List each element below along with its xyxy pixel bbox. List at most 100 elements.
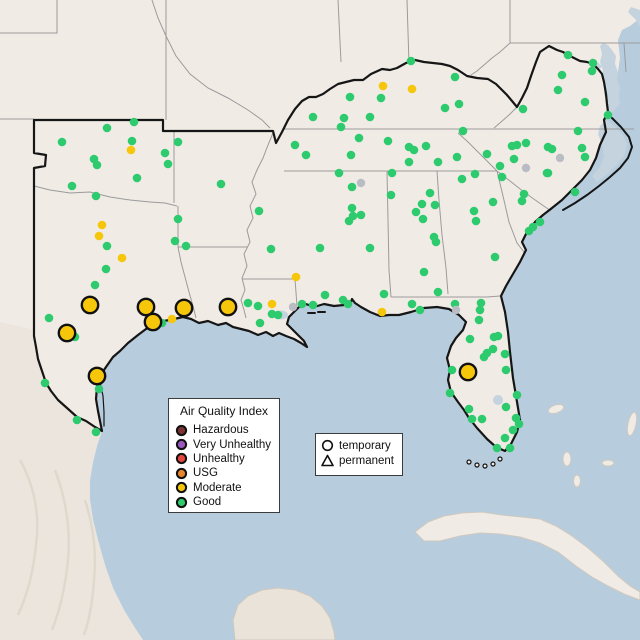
station-marker-good bbox=[467, 414, 477, 424]
station-marker-moderate-temporary bbox=[80, 295, 100, 315]
station-marker-good bbox=[57, 137, 67, 147]
hazardous-swatch-icon bbox=[175, 424, 188, 436]
station-markers-layer bbox=[40, 50, 613, 453]
permanent-triangle-icon bbox=[321, 454, 334, 467]
station-marker-good bbox=[474, 315, 484, 325]
station-marker-good bbox=[320, 290, 330, 300]
station-marker-good bbox=[72, 415, 82, 425]
station-marker-good bbox=[465, 334, 475, 344]
station-marker-good bbox=[603, 110, 613, 120]
station-marker-moderate-temporary bbox=[174, 298, 194, 318]
station-marker-good bbox=[469, 206, 479, 216]
station-marker-good bbox=[521, 138, 531, 148]
station-marker-good bbox=[365, 243, 375, 253]
station-marker-good bbox=[553, 85, 563, 95]
station-marker-moderate bbox=[167, 314, 177, 324]
station-marker-good bbox=[418, 214, 428, 224]
station-marker-no-data bbox=[451, 305, 461, 315]
aqi-legend: Air Quality Index Hazardous Very Unhealt… bbox=[168, 398, 280, 513]
station-marker-good bbox=[476, 298, 486, 308]
station-marker-good bbox=[347, 182, 357, 192]
station-marker-good bbox=[354, 133, 364, 143]
station-marker-good bbox=[509, 154, 519, 164]
station-marker-good bbox=[243, 298, 253, 308]
station-marker-good bbox=[580, 152, 590, 162]
station-marker-good bbox=[501, 365, 511, 375]
station-marker-good bbox=[94, 384, 104, 394]
station-marker-good bbox=[253, 301, 263, 311]
station-marker-good bbox=[409, 145, 419, 155]
very-unhealthy-swatch-icon bbox=[175, 438, 188, 451]
station-marker-good bbox=[102, 123, 112, 133]
aqi-legend-item-very-unhealthy: Very Unhealthy bbox=[175, 437, 273, 451]
station-marker-good bbox=[588, 58, 598, 68]
station-marker-good bbox=[347, 203, 357, 213]
aqi-legend-title: Air Quality Index bbox=[179, 404, 269, 418]
station-marker-good bbox=[129, 117, 139, 127]
station-marker-good bbox=[519, 189, 529, 199]
station-marker-good bbox=[514, 419, 524, 429]
station-marker-good bbox=[433, 157, 443, 167]
station-marker-moderate-temporary bbox=[87, 366, 107, 386]
aqi-legend-item-good: Good bbox=[175, 495, 273, 509]
station-marker-moderate-temporary bbox=[136, 297, 156, 317]
station-marker-good bbox=[464, 404, 474, 414]
station-marker-good bbox=[163, 159, 173, 169]
station-marker-good bbox=[450, 72, 460, 82]
mexico-terrain bbox=[0, 322, 143, 640]
aqi-legend-label: Hazardous bbox=[193, 424, 249, 437]
station-marker-good bbox=[454, 99, 464, 109]
station-marker-good bbox=[415, 305, 425, 315]
station-marker-good bbox=[411, 207, 421, 217]
aqi-legend-item-hazardous: Hazardous bbox=[175, 423, 273, 437]
temporary-circle-icon bbox=[321, 439, 334, 452]
station-marker-good bbox=[160, 148, 170, 158]
station-marker-good bbox=[92, 160, 102, 170]
station-marker-good bbox=[445, 388, 455, 398]
aqi-legend-item-unhealthy: Unhealthy bbox=[175, 452, 273, 466]
station-marker-good bbox=[482, 149, 492, 159]
station-marker-good bbox=[102, 241, 112, 251]
station-marker-good bbox=[535, 217, 545, 227]
station-marker-good bbox=[512, 390, 522, 400]
station-marker-good bbox=[425, 188, 435, 198]
station-marker-good bbox=[457, 174, 467, 184]
station-marker-good bbox=[181, 241, 191, 251]
aqi-legend-label: Very Unhealthy bbox=[193, 438, 271, 451]
station-marker-good bbox=[297, 299, 307, 309]
station-marker-good bbox=[170, 236, 180, 246]
cuba-island bbox=[414, 511, 640, 601]
aqi-legend-label: Moderate bbox=[193, 481, 242, 494]
station-marker-no-data bbox=[288, 302, 298, 312]
station-marker-good bbox=[273, 310, 283, 320]
station-marker-good bbox=[308, 112, 318, 122]
usg-swatch-icon bbox=[175, 467, 188, 479]
station-marker-good bbox=[44, 313, 54, 323]
station-marker-good bbox=[433, 287, 443, 297]
station-marker-good bbox=[387, 168, 397, 178]
station-marker-good bbox=[500, 349, 510, 359]
station-marker-moderate bbox=[267, 299, 277, 309]
station-marker-good bbox=[365, 112, 375, 122]
station-marker-good bbox=[452, 152, 462, 162]
station-marker-good bbox=[67, 181, 77, 191]
station-marker-good bbox=[315, 243, 325, 253]
station-marker-good bbox=[440, 103, 450, 113]
station-marker-moderate bbox=[126, 145, 136, 155]
station-marker-good bbox=[587, 66, 597, 76]
station-marker-good bbox=[547, 144, 557, 154]
station-marker-good bbox=[254, 206, 264, 216]
station-marker-good bbox=[404, 157, 414, 167]
station-marker-good bbox=[488, 344, 498, 354]
station-marker-good bbox=[132, 173, 142, 183]
station-marker-no-data bbox=[356, 178, 366, 188]
station-marker-good bbox=[497, 172, 507, 182]
station-marker-good bbox=[431, 237, 441, 247]
station-marker-good bbox=[421, 141, 431, 151]
station-marker-moderate-temporary bbox=[57, 323, 77, 343]
station-marker-good bbox=[500, 433, 510, 443]
station-marker-good bbox=[91, 191, 101, 201]
station-marker-good bbox=[419, 267, 429, 277]
station-marker-good bbox=[343, 299, 353, 309]
